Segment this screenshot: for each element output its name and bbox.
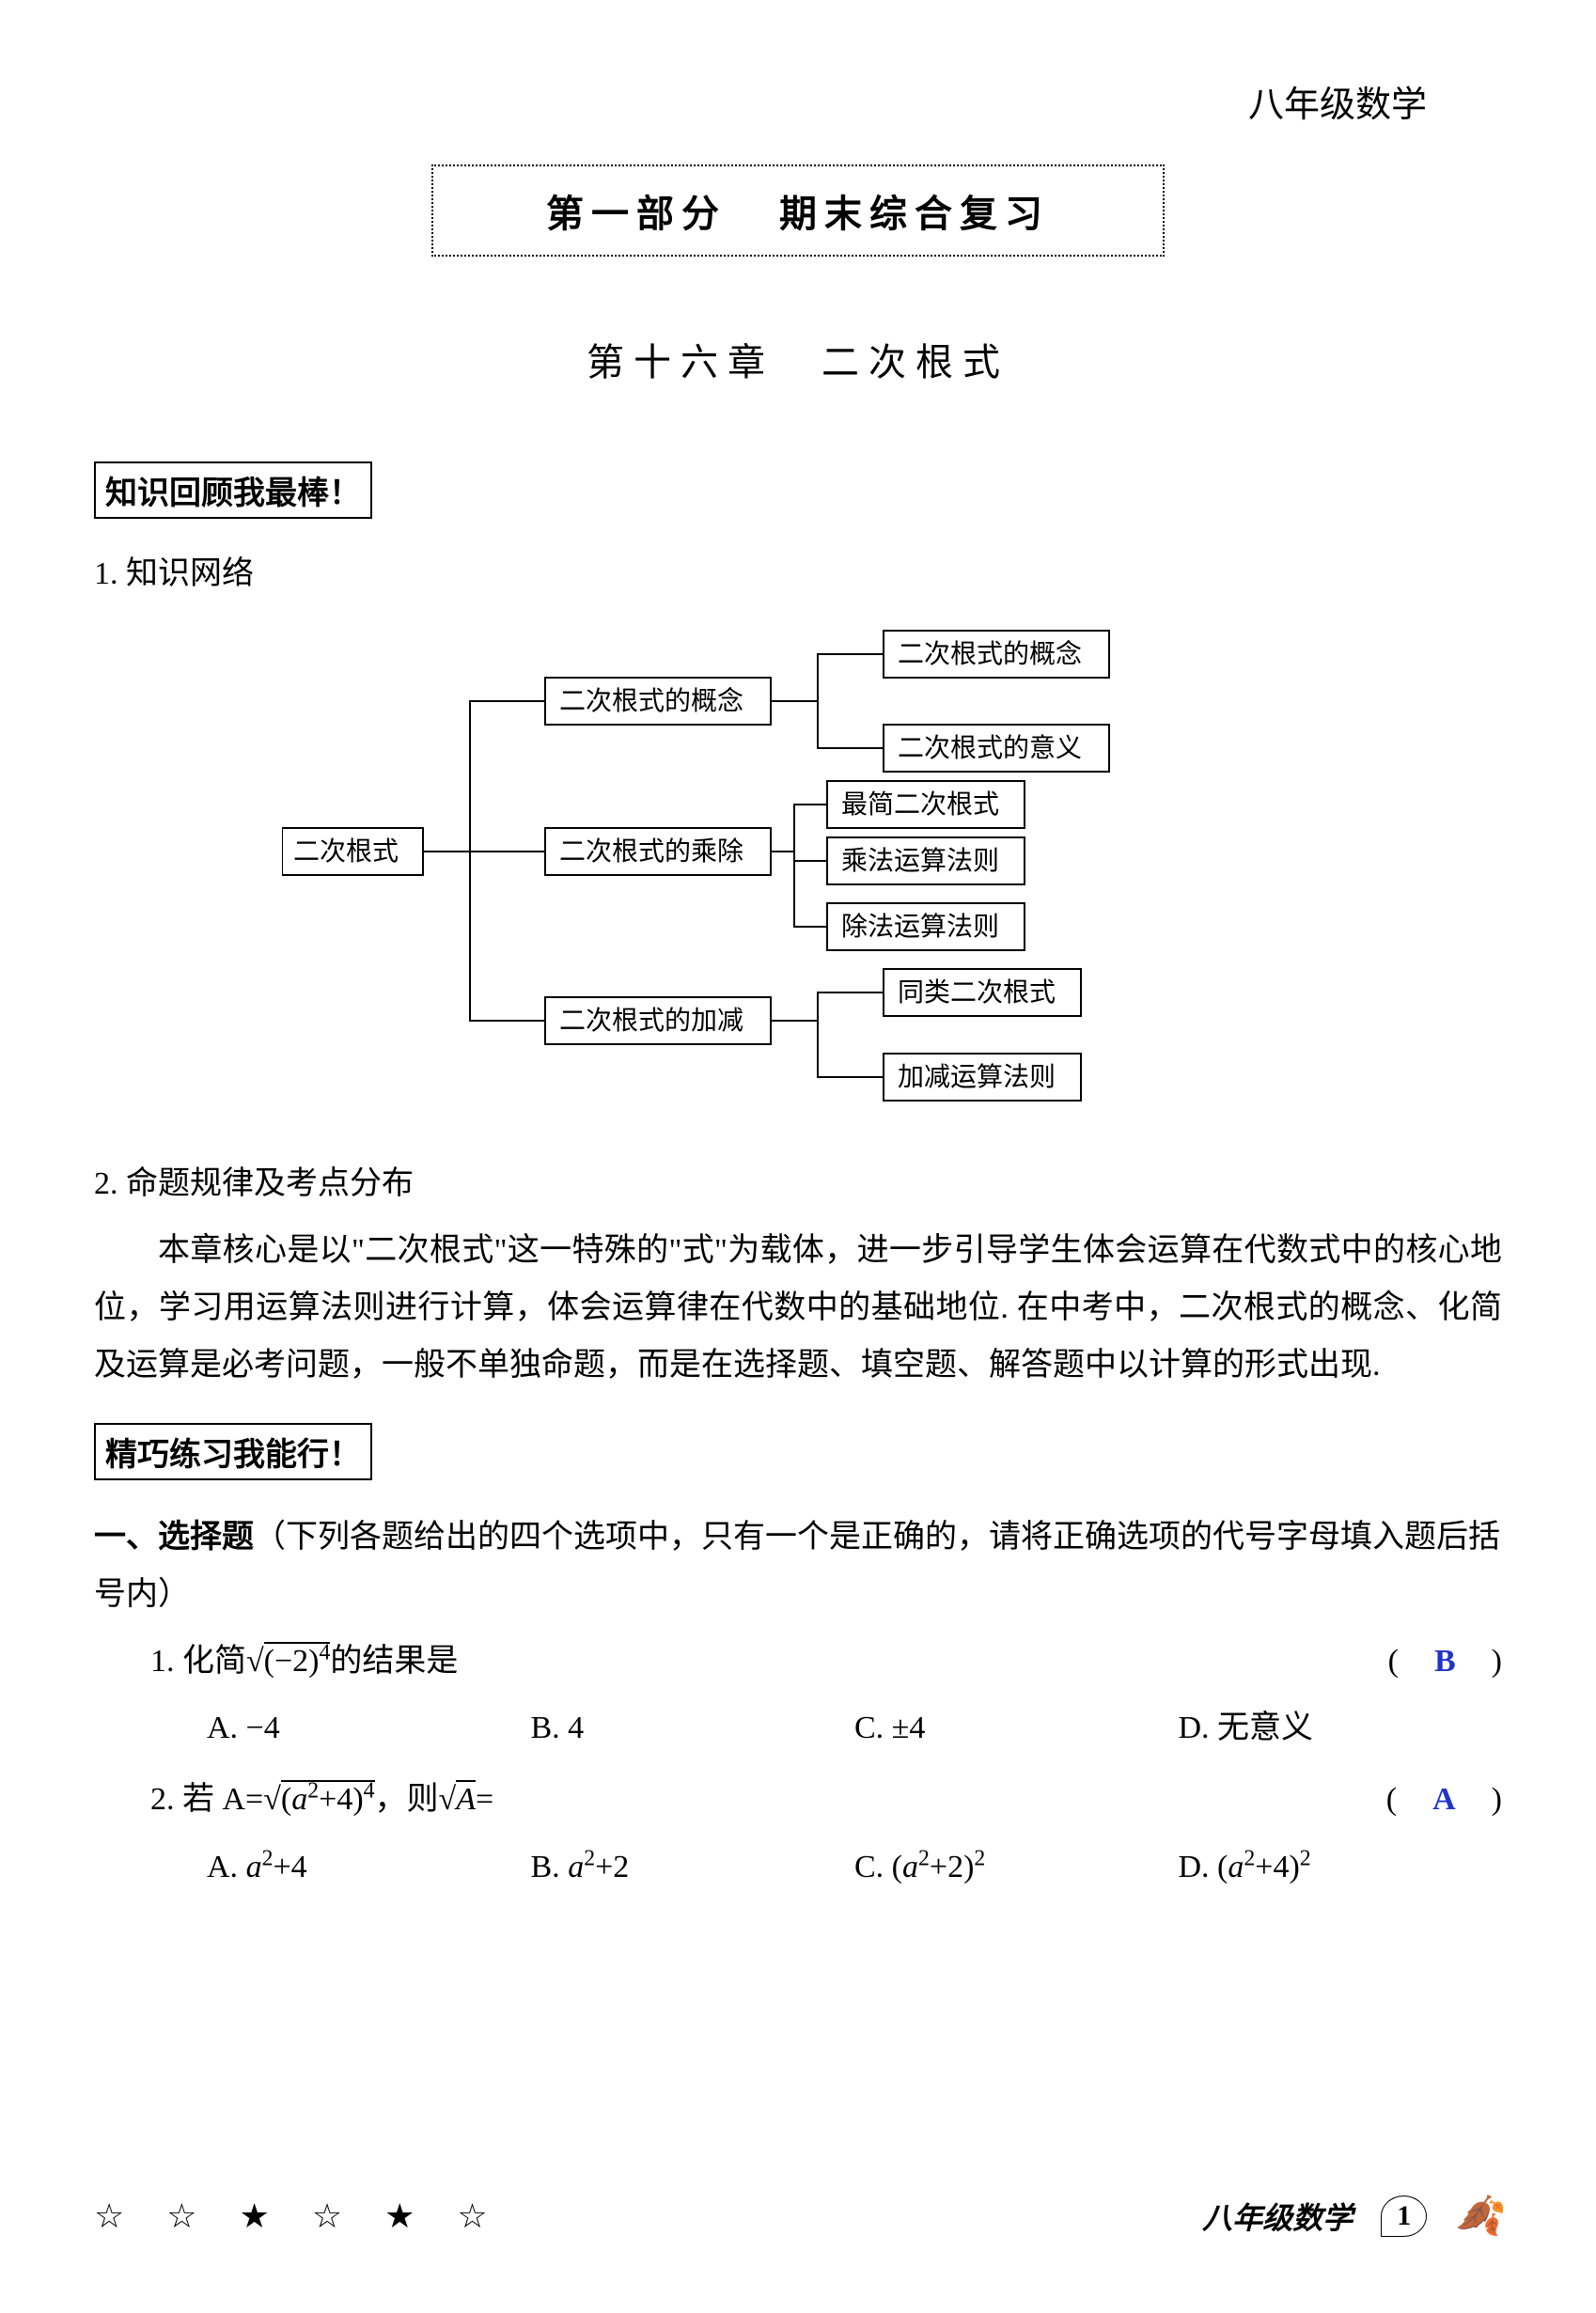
leaf-icon: 🍂 [1455, 2194, 1502, 2238]
q1-option-b: B. 4 [531, 1699, 855, 1757]
question-2: 2. 若 A=√(a2+4)4，则√A= ( A ) A. a2+4 B. a2… [94, 1771, 1502, 1895]
q2-text-row: 2. 若 A=√(a2+4)4，则√A= ( A ) [150, 1771, 1502, 1828]
diagram-text-n1b: 二次根式的意义 [898, 733, 1082, 763]
q1-text: 1. 化简√(−2)4的结果是 [150, 1633, 1388, 1690]
footer-right: 八年级数学 1 🍂 [1202, 2194, 1502, 2238]
q2-answer: A [1429, 1782, 1460, 1817]
part-title-part: 第一部分 [546, 193, 727, 235]
footer-stars: ☆ ☆ ★ ☆ ★ ☆ [94, 2196, 505, 2236]
q1-option-a: A. −4 [207, 1699, 531, 1757]
diagram-svg: 二次根式 二次根式的概念 二次根式的乘除 二次根式的加减 二次根式的概念 二次根… [282, 621, 1316, 1110]
q1-text-suffix: 的结果是 [330, 1644, 458, 1679]
q2-option-c: C. (a2+2)2 [854, 1838, 1179, 1896]
part-title-space [730, 193, 775, 235]
diagram-text-n2a: 最简二次根式 [841, 789, 999, 820]
q1-answer: B [1431, 1644, 1460, 1679]
body-paragraph: 本章核心是以"二次根式"这一特殊的"式"为载体，进一步引导学生体会运算在代数式中… [94, 1222, 1502, 1395]
edge-n2-n2b [771, 852, 827, 861]
questions-header-rest: （下列各题给出的四个选项中，只有一个是正确的，请将正确选项的代号字母填入题后括号… [94, 1520, 1500, 1612]
edge-n3-n3b [771, 1021, 884, 1077]
edge-n1-n1b [771, 701, 884, 748]
edge-root-n1 [423, 701, 545, 852]
q2-options: A. a2+4 B. a2+2 C. (a2+2)2 D. (a2+4)2 [150, 1838, 1502, 1896]
edge-n3-n3a [771, 992, 884, 1021]
q2-option-a: A. a2+4 [207, 1838, 531, 1896]
diagram-text-n3b: 加减运算法则 [898, 1062, 1056, 1092]
q2-option-b: B. a2+2 [531, 1838, 855, 1896]
part-title-box: 第一部分 期末综合复习 [431, 164, 1165, 257]
q1-text-num: 1. 化简 [150, 1644, 246, 1679]
q2-text-suffix: = [476, 1782, 493, 1817]
q1-option-d: D. 无意义 [1179, 1699, 1503, 1757]
diagram-text-n3a: 同类二次根式 [898, 977, 1056, 1008]
section1-label: 知识回顾我最棒！ [94, 461, 372, 519]
edge-n2-n2a [771, 805, 827, 852]
footer-grade-subject: 八年级数学 [1202, 2195, 1353, 2238]
diagram-text-n2: 二次根式的乘除 [559, 836, 743, 867]
section2-label: 精巧练习我能行！ [94, 1423, 372, 1480]
question-section: 一、选择题（下列各题给出的四个选项中，只有一个是正确的，请将正确选项的代号字母填… [94, 1508, 1502, 1896]
grade-subject-header: 八年级数学 [1248, 86, 1427, 125]
diagram-text-n2c: 除法运算法则 [841, 912, 999, 942]
diagram-text-n2b: 乘法运算法则 [841, 846, 999, 876]
q1-options: A. −4 B. 4 C. ±4 D. 无意义 [150, 1699, 1502, 1757]
knowledge-diagram: 二次根式 二次根式的概念 二次根式的乘除 二次根式的加减 二次根式的概念 二次根… [94, 621, 1502, 1110]
diagram-text-n1a: 二次根式的概念 [898, 639, 1082, 669]
edge-n2-n2c [771, 852, 827, 927]
question-1: 1. 化简√(−2)4的结果是 ( B ) A. −4 B. 4 C. ±4 D… [94, 1633, 1502, 1757]
q2-text-prefix: 2. 若 A= [150, 1782, 263, 1817]
questions-header-bold: 一、选择题 [94, 1520, 254, 1555]
knowledge-network-label: 1. 知识网络 [94, 547, 1502, 593]
chapter-title: 第十六章 二次根式 [94, 332, 1502, 386]
questions-header: 一、选择题（下列各题给出的四个选项中，只有一个是正确的，请将正确选项的代号字母填… [94, 1508, 1502, 1623]
diagram-text-n3: 二次根式的加减 [559, 1006, 743, 1036]
exam-pattern-label: 2. 命题规律及考点分布 [94, 1157, 1502, 1203]
diagram-text-root: 二次根式 [293, 836, 399, 867]
footer: ☆ ☆ ★ ☆ ★ ☆ 八年级数学 1 🍂 [94, 2194, 1502, 2238]
page-header: 八年级数学 [94, 75, 1502, 127]
q1-answer-blank: ( B ) [1388, 1633, 1502, 1690]
q1-text-row: 1. 化简√(−2)4的结果是 ( B ) [150, 1633, 1502, 1690]
part-title-subtitle: 期末综合复习 [779, 193, 1050, 235]
edge-n1-n1a [771, 654, 884, 701]
q2-text: 2. 若 A=√(a2+4)4，则√A= [150, 1771, 1386, 1828]
q2-option-d: D. (a2+4)2 [1179, 1838, 1503, 1896]
diagram-text-n1: 二次根式的概念 [559, 686, 743, 716]
q1-option-c: C. ±4 [854, 1699, 1179, 1757]
q2-text-mid: ，则 [375, 1782, 439, 1817]
page-number: 1 [1381, 2196, 1427, 2237]
edge-root-n3 [423, 852, 545, 1021]
q2-answer-blank: ( A ) [1386, 1771, 1502, 1828]
